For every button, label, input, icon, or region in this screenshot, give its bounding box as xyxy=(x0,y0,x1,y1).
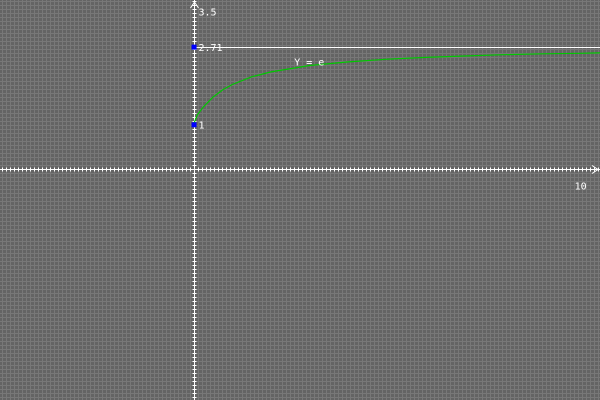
y-axis-arrow xyxy=(190,1,199,9)
axis-marker xyxy=(191,122,197,128)
y-tick-label: 1 xyxy=(199,120,205,131)
y-tick-label: 2.71 xyxy=(199,43,223,54)
axis-marker xyxy=(191,44,197,50)
x-tick-label: 10 xyxy=(575,182,587,193)
curve-line xyxy=(192,52,600,125)
x-axis-arrow xyxy=(591,165,599,174)
curve-label: Y = e xyxy=(294,58,324,69)
y-tick-label: 3.5 xyxy=(199,7,217,18)
markers-group xyxy=(191,44,197,128)
tick-labels-group: 3.5 2.71 1 10 xyxy=(199,7,587,192)
curve-group: Y = e xyxy=(192,52,600,125)
